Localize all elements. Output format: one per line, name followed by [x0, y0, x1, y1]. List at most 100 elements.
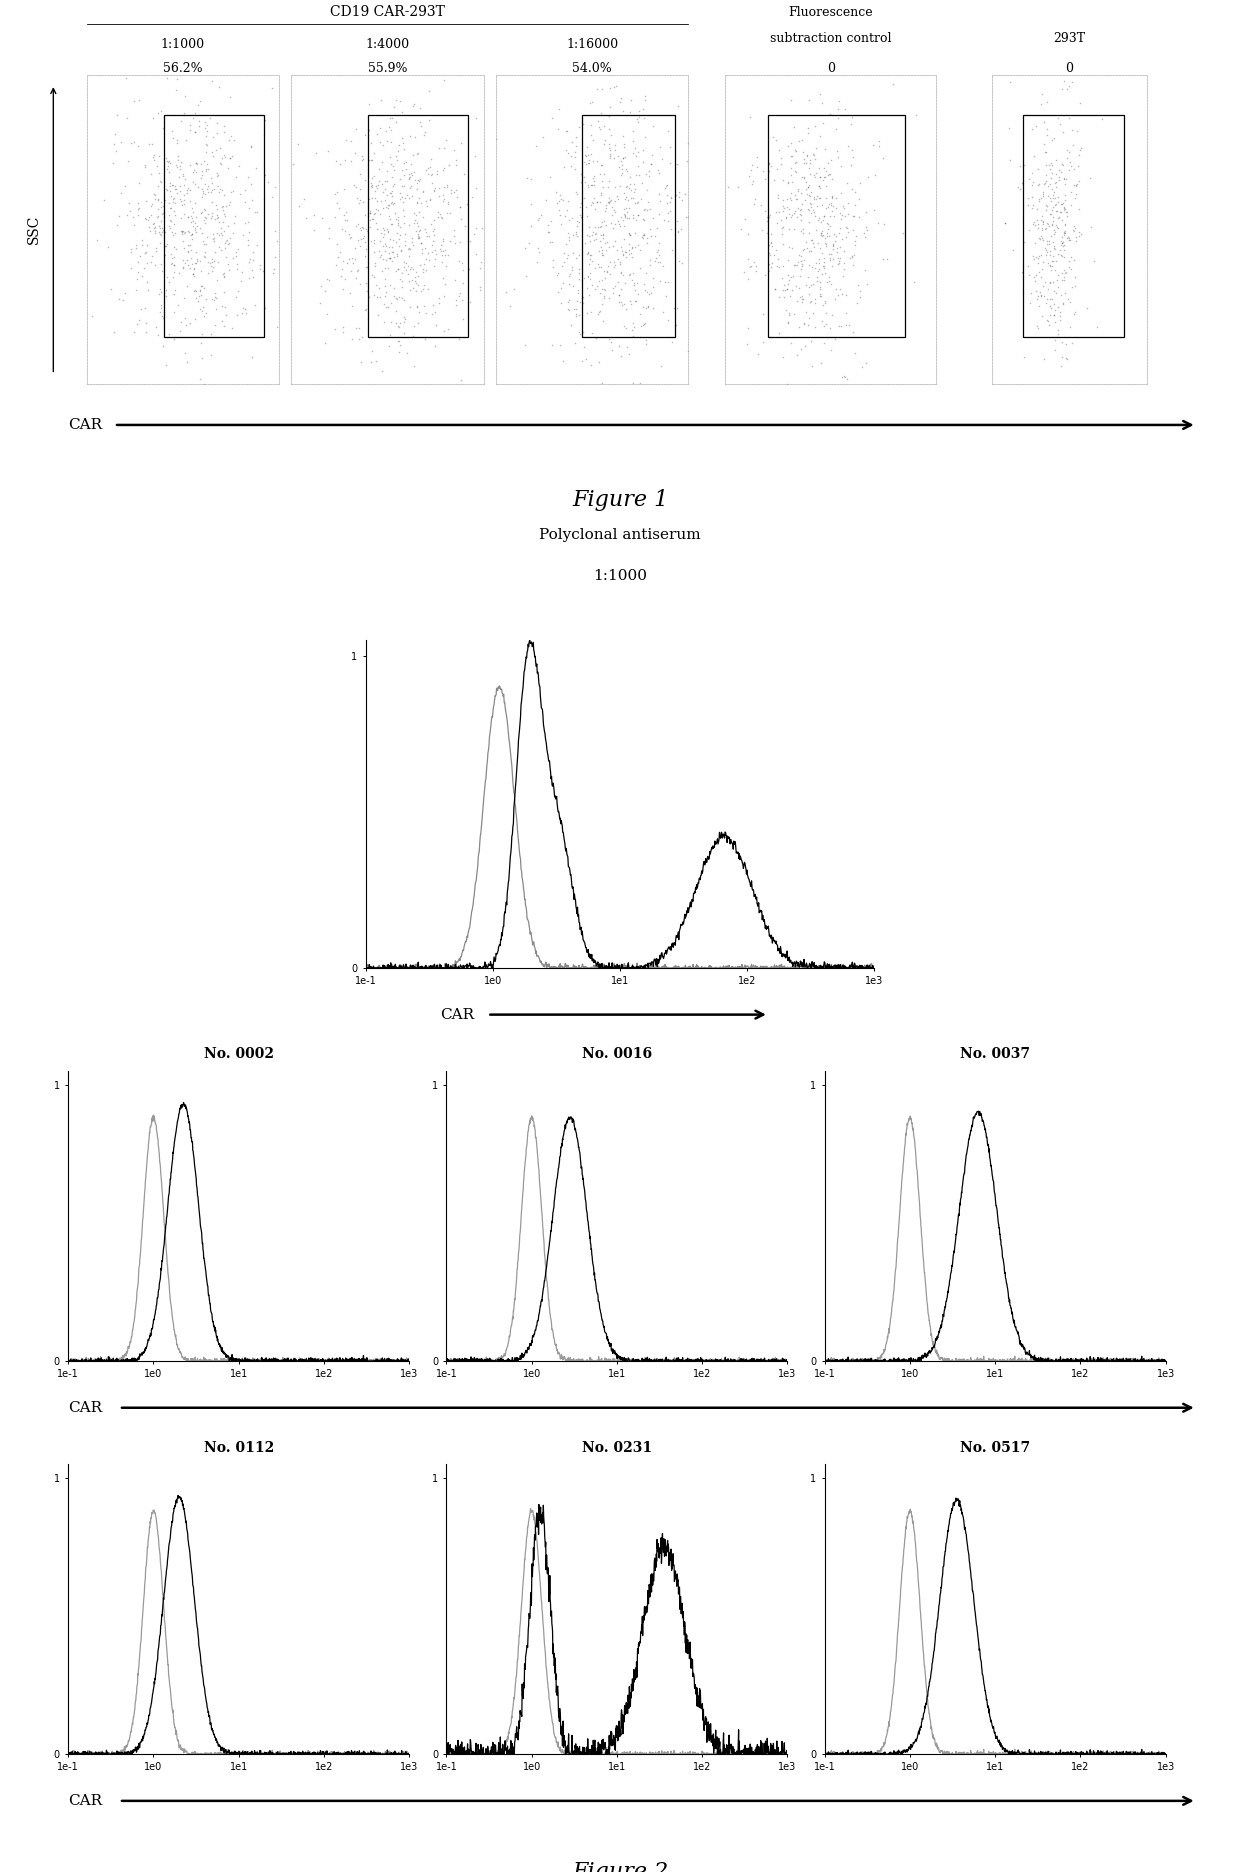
- Point: [141, 191, 161, 221]
- Point: [671, 213, 691, 243]
- Point: [620, 163, 640, 193]
- Point: [579, 148, 599, 178]
- Point: [615, 200, 635, 230]
- Point: [1056, 73, 1076, 103]
- Point: [1071, 133, 1091, 163]
- Point: [1025, 266, 1045, 296]
- Point: [594, 256, 614, 286]
- Point: [353, 223, 373, 253]
- Point: [170, 316, 190, 346]
- Point: [407, 208, 427, 238]
- Point: [864, 99, 884, 129]
- Point: [787, 286, 807, 316]
- Point: [714, 268, 734, 298]
- Point: [589, 112, 609, 142]
- Point: [542, 227, 562, 256]
- Point: [873, 144, 893, 174]
- Point: [239, 193, 259, 223]
- Point: [1063, 67, 1083, 97]
- Point: [1047, 172, 1066, 202]
- Point: [1056, 165, 1076, 195]
- Point: [1056, 344, 1076, 374]
- Point: [352, 348, 372, 378]
- Point: [808, 249, 828, 279]
- Point: [1039, 228, 1059, 258]
- Point: [170, 176, 190, 206]
- Point: [1048, 103, 1068, 133]
- Point: [193, 195, 213, 225]
- Point: [382, 161, 402, 191]
- Point: [1001, 146, 1021, 176]
- Point: [387, 285, 407, 314]
- Point: [383, 225, 403, 255]
- Point: [414, 290, 434, 320]
- Point: [184, 206, 203, 236]
- Point: [779, 167, 799, 197]
- Point: [377, 245, 397, 275]
- Point: [348, 189, 368, 219]
- Point: [600, 142, 620, 172]
- Point: [864, 159, 884, 189]
- Point: [224, 200, 244, 230]
- Point: [625, 270, 645, 300]
- Point: [769, 253, 789, 283]
- Point: [407, 189, 427, 219]
- Point: [812, 238, 832, 268]
- Point: [836, 361, 856, 391]
- Point: [358, 146, 378, 176]
- Point: [563, 271, 583, 301]
- Point: [1044, 189, 1064, 219]
- Point: [644, 110, 663, 140]
- Point: [190, 213, 210, 243]
- Point: [593, 264, 613, 294]
- Point: [812, 217, 832, 247]
- Point: [844, 191, 864, 221]
- Point: [657, 170, 677, 200]
- Point: [392, 97, 412, 127]
- Point: [599, 232, 619, 262]
- Point: [1056, 256, 1076, 286]
- Point: [822, 251, 842, 281]
- Point: [267, 227, 286, 256]
- Point: [138, 230, 157, 260]
- Point: [434, 316, 454, 346]
- Point: [355, 296, 374, 326]
- Point: [455, 212, 475, 241]
- Point: [815, 135, 835, 165]
- Point: [636, 329, 656, 359]
- Point: [573, 283, 593, 313]
- Point: [371, 227, 391, 256]
- Point: [441, 178, 461, 208]
- Point: [830, 273, 849, 303]
- Point: [1047, 189, 1066, 219]
- Point: [212, 191, 232, 221]
- Point: [358, 219, 378, 249]
- Point: [582, 88, 601, 118]
- Point: [1058, 135, 1078, 165]
- Point: [219, 144, 239, 174]
- Point: [821, 335, 841, 365]
- Point: [806, 202, 826, 232]
- Point: [786, 157, 806, 187]
- Point: [781, 262, 801, 292]
- Point: [325, 314, 345, 344]
- Point: [193, 227, 213, 256]
- Point: [851, 277, 870, 307]
- Point: [427, 159, 446, 189]
- Point: [787, 183, 807, 213]
- Point: [567, 178, 587, 208]
- Point: [593, 167, 613, 197]
- Point: [393, 51, 413, 80]
- Point: [181, 236, 201, 266]
- Point: [1050, 197, 1070, 227]
- Point: [799, 279, 818, 309]
- Point: [391, 212, 410, 241]
- Point: [445, 228, 465, 258]
- Point: [1039, 227, 1059, 256]
- Point: [615, 223, 635, 253]
- Point: [165, 187, 185, 217]
- Point: [185, 116, 205, 146]
- Point: [823, 191, 843, 221]
- Point: [661, 133, 681, 163]
- Point: [801, 286, 821, 316]
